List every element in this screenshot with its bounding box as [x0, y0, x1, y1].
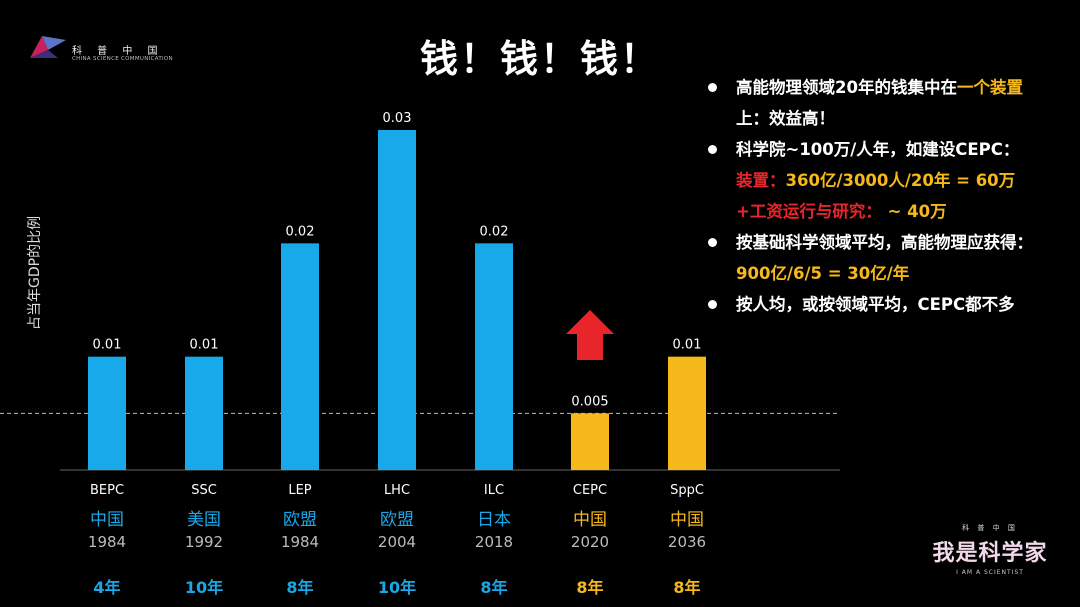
region-label-sppc: 中国 — [670, 510, 704, 530]
bar-ilc — [475, 243, 513, 470]
region-label-bepc: 中国 — [90, 510, 124, 530]
y-axis-label: 占当年GDP的比例 — [27, 215, 43, 330]
category-label-bepc: BEPC — [90, 483, 124, 498]
china-science-communication-logo: 科 普 中 国 CHINA SCIENCE COMMUNICATION — [28, 32, 178, 64]
bar-ssc — [185, 356, 223, 470]
bullet-text: 高能物理领域20年的钱集中在 — [736, 78, 957, 97]
bullet-text: 上：效益高！ — [736, 109, 835, 128]
category-label-ssc: SSC — [191, 483, 217, 498]
data-label-ssc: 0.01 — [190, 338, 219, 353]
duration-label-bepc: 4年 — [93, 578, 120, 597]
logo-en-text: CHINA SCIENCE COMMUNICATION — [72, 56, 173, 62]
logo-english-text: I AM A SCIENTIST — [956, 569, 1024, 576]
page-title: 钱！钱！钱！ — [419, 37, 660, 81]
bullet-item: 高能物理领域20年的钱集中在一个装置 — [708, 72, 1073, 103]
duration-label-lhc: 10年 — [378, 578, 416, 597]
region-label-ilc: 日本 — [477, 510, 511, 530]
data-label-lhc: 0.03 — [383, 111, 412, 126]
region-label-cepc: 中国 — [573, 510, 607, 530]
category-label-sppc: SppC — [670, 483, 704, 498]
bullet-text: ~ 40万 — [881, 202, 947, 221]
bullet-text: 360亿/3000人/20年 = 60万 — [785, 171, 1016, 190]
data-label-ilc: 0.02 — [480, 224, 509, 239]
logo-small-text: 科 普 中 国 — [962, 524, 1018, 532]
bar-lhc — [378, 130, 416, 470]
region-label-lep: 欧盟 — [283, 510, 317, 530]
duration-label-ssc: 10年 — [185, 578, 223, 597]
data-label-sppc: 0.01 — [673, 338, 702, 353]
bullet-item: 按基础科学领域平均，高能物理应获得： — [708, 227, 1073, 258]
data-label-cepc: 0.005 — [571, 394, 608, 409]
bar-lep — [281, 243, 319, 470]
up-arrow-icon — [566, 310, 614, 360]
data-label-lep: 0.02 — [286, 224, 315, 239]
bullet-item: 按人均，或按领域平均，CEPC都不多 — [708, 289, 1073, 320]
category-label-cepc: CEPC — [573, 483, 607, 498]
year-label-ssc: 1992 — [185, 533, 223, 551]
year-label-bepc: 1984 — [88, 533, 126, 551]
logo-big-text: 我是科学家 — [932, 541, 1048, 566]
bullet-continuation: 装置：360亿/3000人/20年 = 60万 — [708, 165, 1073, 196]
category-label-ilc: ILC — [484, 483, 504, 498]
year-label-lhc: 2004 — [378, 533, 416, 551]
bar-bepc — [88, 356, 126, 470]
bar-sppc — [668, 356, 706, 470]
bullet-continuation: 900亿/6/5 = 30亿/年 — [708, 258, 1073, 289]
category-label-lep: LEP — [288, 483, 311, 498]
bullet-text: 科学院~100万/人年，如建设CEPC： — [736, 140, 1020, 159]
year-label-ilc: 2018 — [475, 533, 513, 551]
bar-chart: 0.01 BEPC 中国 1984 4年 0.01 SSC 美国 1992 10年 0.02 LEP 欧… — [0, 111, 840, 597]
bullet-text: 按基础科学领域平均，高能物理应获得： — [736, 233, 1033, 252]
region-label-lhc: 欧盟 — [380, 510, 414, 530]
region-label-ssc: 美国 — [187, 510, 221, 530]
bullet-text: 按人均，或按领域平均，CEPC都不多 — [736, 295, 1015, 314]
logo-wing-icon — [30, 36, 66, 58]
bullet-text: 装置： — [736, 171, 786, 190]
bullet-text: 900亿/6/5 = 30亿/年 — [736, 264, 910, 283]
bullet-continuation: +工资运行与研究： ~ 40万 — [708, 196, 1073, 227]
bullet-list: 高能物理领域20年的钱集中在一个装置上：效益高！ 科学院~100万/人年，如建设C… — [708, 72, 1073, 320]
year-label-cepc: 2020 — [571, 533, 609, 551]
bullet-item: 科学院~100万/人年，如建设CEPC： — [708, 134, 1073, 165]
year-label-lep: 1984 — [281, 533, 319, 551]
category-label-lhc: LHC — [384, 483, 410, 498]
duration-label-cepc: 8年 — [576, 578, 603, 597]
bullet-text: 一个装置 — [956, 78, 1023, 97]
data-label-bepc: 0.01 — [93, 338, 122, 353]
year-label-sppc: 2036 — [668, 533, 706, 551]
bullet-continuation: 上：效益高！ — [708, 103, 1073, 134]
duration-label-ilc: 8年 — [480, 578, 507, 597]
duration-label-sppc: 8年 — [673, 578, 700, 597]
bar-cepc — [571, 413, 609, 470]
i-am-a-scientist-logo: 科 普 中 国 我是科学家 I AM A SCIENTIST — [930, 523, 1050, 583]
bullet-text: +工资运行与研究： — [736, 202, 882, 221]
duration-label-lep: 8年 — [286, 578, 313, 597]
logo-cn-text: 科 普 中 国 — [72, 46, 164, 57]
